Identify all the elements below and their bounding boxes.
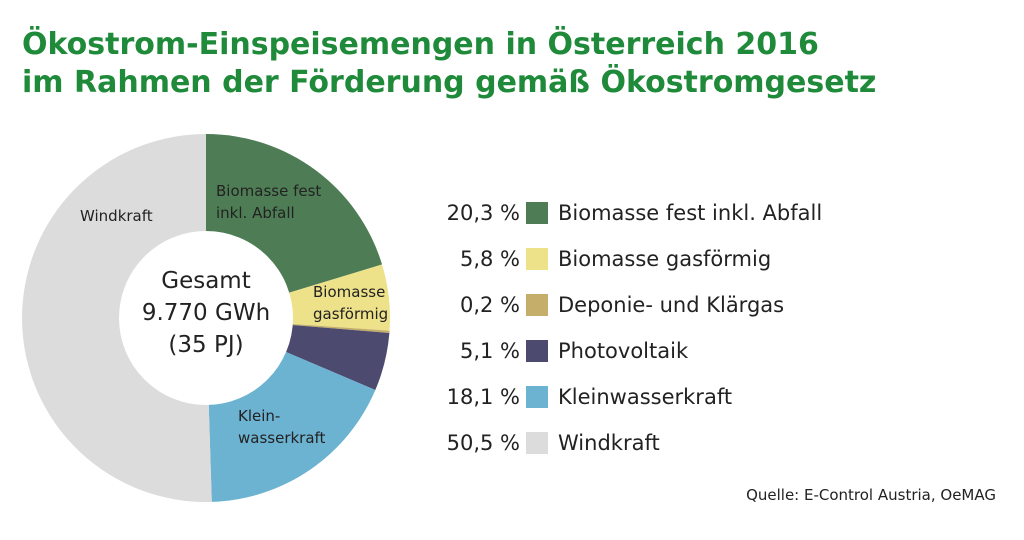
center-label-line-3: (35 PJ)	[168, 332, 243, 358]
pie-slice-6	[22, 134, 212, 502]
legend-swatch-3	[526, 294, 548, 316]
legend-item-1: 20,3 % Biomasse fest inkl. Abfall	[440, 190, 823, 236]
chart-title: Ökostrom-Einspeisemengen in Österreich 2…	[22, 26, 876, 102]
legend-swatch-6	[526, 432, 548, 454]
legend-percent-2: 5,8 %	[459, 247, 520, 271]
slice-label-5-line-2: wasserkraft	[238, 429, 326, 447]
legend-percent-4: 5,1 %	[459, 339, 520, 363]
legend-swatch-1	[526, 202, 548, 224]
legend-percent-3: 0,2 %	[459, 293, 520, 317]
slice-labels: Biomasse fest inkl. Abfall Biomasse gasförm…	[80, 182, 388, 447]
legend-label-4: Photovoltaik	[558, 339, 689, 363]
slice-label-2-line-1: Biomasse	[313, 283, 385, 301]
legend-item-6: 50,5 % Windkraft	[440, 420, 822, 466]
legend-label-1: Biomasse fest inkl. Abfall	[558, 201, 823, 225]
slice-label-1-line-2: inkl. Abfall	[216, 204, 295, 222]
slice-label-1-line-1: Biomasse fest	[216, 182, 321, 200]
slice-label-2-line-2: gasförmig	[313, 305, 388, 323]
legend-percent-6: 50,5 %	[446, 431, 520, 455]
donut-hole	[119, 231, 293, 405]
legend-item-5: 18,1 % Kleinwasserkraft	[440, 374, 822, 420]
center-label-line-2: 9.770 GWh	[142, 300, 270, 326]
legend-percent-5: 18,1 %	[446, 385, 520, 409]
source-note: Quelle: E-Control Austria, OeMAG	[746, 486, 996, 504]
legend-percent-1: 20,3 %	[446, 201, 520, 225]
legend-item-3: 0,2 % Deponie- und Klärgas	[440, 282, 822, 328]
slice-label-5-line-1: Klein-	[238, 407, 280, 425]
legend-item-4: 5,1 % Photovoltaik	[440, 328, 822, 374]
legend-label-5: Kleinwasserkraft	[558, 385, 733, 409]
legend-swatch-5	[526, 386, 548, 408]
legend: 20,3 % Biomasse fest inkl. Abfall 5,8 % Bio…	[440, 190, 823, 466]
chart-title-line-1: Ökostrom-Einspeisemengen in Österreich 2…	[22, 27, 819, 62]
slice-label-6-line-1: Windkraft	[80, 207, 153, 225]
legend-label-3: Deponie- und Klärgas	[558, 293, 785, 317]
legend-swatch-4	[526, 340, 548, 362]
legend-swatch-2	[526, 248, 548, 270]
legend-label-2: Biomasse gasförmig	[558, 247, 772, 271]
center-label-line-1: Gesamt	[161, 268, 250, 294]
center-label: Gesamt 9.770 GWh (35 PJ)	[142, 268, 270, 358]
chart-title-line-2: im Rahmen der Förderung gemäß Ökostromge…	[22, 65, 877, 100]
legend-label-6: Windkraft	[558, 431, 660, 455]
legend-item-2: 5,8 % Biomasse gasförmig	[440, 236, 822, 282]
